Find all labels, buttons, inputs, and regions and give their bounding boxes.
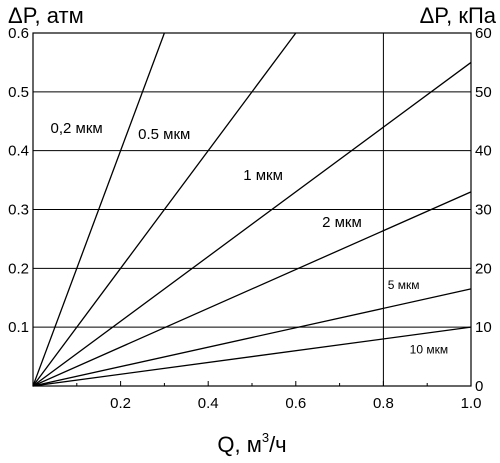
series-label-5: 10 мкм <box>410 343 448 357</box>
y-left-tick-label-4: 0.5 <box>8 84 29 101</box>
y-left-tick-label-3: 0.4 <box>8 143 29 160</box>
x-tick-label-2: 0.6 <box>285 395 306 412</box>
series-line-0 <box>32 32 166 387</box>
series-line-3 <box>32 191 472 387</box>
series-label-4: 5 мкм <box>388 278 420 292</box>
x-axis-label-tail: /ч <box>269 432 287 457</box>
y-left-tick-label-2: 0.3 <box>8 202 29 219</box>
right-axis-title: ΔP, кПа <box>420 3 497 28</box>
y-right-tick-label-5: 50 <box>475 84 492 101</box>
y-left-tick-label-1: 0.2 <box>8 260 29 277</box>
series-line-5 <box>32 326 472 387</box>
series-label-0: 0,2 мкм <box>51 120 103 137</box>
x-tick-label-1: 0.4 <box>198 395 219 412</box>
series-lines <box>32 32 472 387</box>
y-right-tick-label-1: 10 <box>475 319 492 336</box>
x-tick-label-4: 1.0 <box>461 395 482 412</box>
y-right-tick-label-0: 0 <box>475 378 483 395</box>
y-right-tick-label-6: 60 <box>475 25 492 42</box>
x-axis-label-main: Q, м <box>217 432 261 457</box>
ticks <box>76 381 472 386</box>
x-tick-label-3: 0.8 <box>373 395 394 412</box>
y-left-tick-label-5: 0.6 <box>8 25 29 42</box>
x-axis-label: Q, м3/ч <box>217 430 286 457</box>
x-tick-label-0: 0.2 <box>110 395 131 412</box>
series-line-1 <box>32 32 297 387</box>
y-right-tick-label-3: 30 <box>475 202 492 219</box>
left-axis-title: ΔP, атм <box>8 3 84 28</box>
series-label-2: 1 мкм <box>243 167 283 184</box>
y-left-tick-label-0: 0.1 <box>8 319 29 336</box>
series-label-3: 2 мкм <box>322 214 362 231</box>
series-label-1: 0.5 мкм <box>138 126 190 143</box>
series-line-4 <box>32 288 472 387</box>
y-right-tick-label-2: 20 <box>475 260 492 277</box>
y-right-tick-label-4: 40 <box>475 143 492 160</box>
series-line-2 <box>32 61 472 387</box>
x-axis-label-superscript: 3 <box>262 430 269 445</box>
tick-labels: 0.2 0.4 0.6 0.8 1.0 0.1 0.2 0.3 0.4 0.5 0.6 0 10 20 30… <box>8 25 492 412</box>
series-labels: 0,2 мкм 0.5 мкм 1 мкм 2 мкм 5 мкм 10 мкм <box>51 120 449 357</box>
